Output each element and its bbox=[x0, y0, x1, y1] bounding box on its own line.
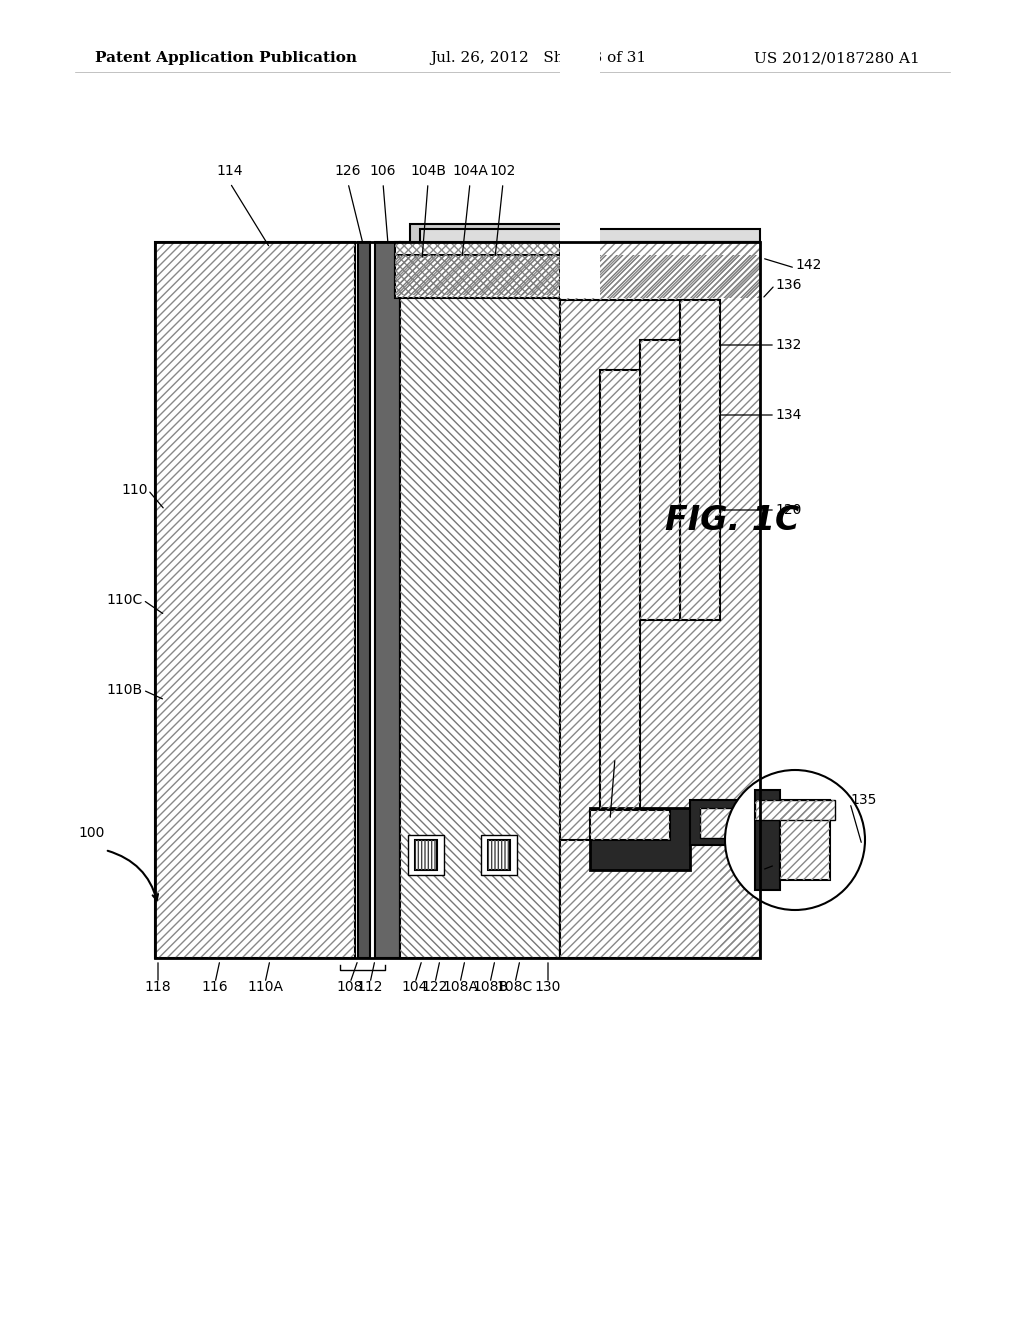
Text: 134: 134 bbox=[775, 408, 802, 422]
Text: 108C: 108C bbox=[497, 979, 534, 994]
Text: 106: 106 bbox=[370, 164, 396, 178]
Bar bbox=[375, 242, 400, 958]
Bar bbox=[410, 224, 590, 242]
Text: 136: 136 bbox=[775, 279, 802, 292]
Text: 122: 122 bbox=[422, 979, 449, 994]
Text: 114: 114 bbox=[217, 164, 244, 178]
Bar bbox=[560, 242, 760, 958]
Text: 120: 120 bbox=[775, 503, 802, 517]
Bar bbox=[755, 789, 780, 890]
Bar bbox=[590, 810, 670, 840]
Text: 104B: 104B bbox=[410, 164, 446, 178]
Bar bbox=[755, 800, 835, 820]
Bar bbox=[700, 808, 755, 838]
Text: 110B: 110B bbox=[106, 682, 143, 697]
Text: 118: 118 bbox=[144, 979, 171, 994]
Text: 100: 100 bbox=[79, 826, 105, 840]
Bar bbox=[560, 840, 760, 958]
Bar bbox=[780, 800, 830, 880]
Text: 135: 135 bbox=[850, 793, 877, 807]
Bar bbox=[560, 242, 760, 300]
Bar bbox=[488, 840, 510, 870]
Text: 110A: 110A bbox=[247, 979, 283, 994]
Bar bbox=[590, 808, 690, 870]
Text: 104A: 104A bbox=[452, 164, 488, 178]
Bar bbox=[155, 242, 355, 958]
Circle shape bbox=[725, 770, 865, 909]
Bar bbox=[600, 370, 640, 840]
Text: 108B: 108B bbox=[472, 979, 508, 994]
Bar bbox=[720, 242, 760, 958]
Text: Patent Application Publication: Patent Application Publication bbox=[95, 51, 357, 65]
Text: 108: 108 bbox=[337, 979, 364, 994]
Bar bbox=[755, 800, 835, 820]
Bar bbox=[408, 836, 444, 875]
Bar bbox=[600, 370, 640, 840]
Bar bbox=[155, 242, 760, 958]
Bar bbox=[395, 242, 560, 294]
Bar bbox=[590, 810, 670, 840]
Bar bbox=[560, 0, 600, 298]
Text: 102: 102 bbox=[489, 164, 516, 178]
Bar bbox=[560, 840, 760, 958]
Bar bbox=[395, 255, 760, 298]
Bar bbox=[680, 300, 720, 620]
Text: 116: 116 bbox=[202, 979, 228, 994]
Text: Jul. 26, 2012   Sheet 3 of 31: Jul. 26, 2012 Sheet 3 of 31 bbox=[430, 51, 646, 65]
Text: 138: 138 bbox=[615, 748, 641, 762]
Text: 132: 132 bbox=[775, 338, 802, 352]
Text: FIG. 1C: FIG. 1C bbox=[665, 503, 800, 536]
Bar bbox=[400, 242, 560, 958]
Bar bbox=[560, 242, 760, 300]
Text: US 2012/0187280 A1: US 2012/0187280 A1 bbox=[755, 51, 920, 65]
Text: 110: 110 bbox=[122, 483, 148, 498]
Bar bbox=[560, 242, 760, 958]
Text: 112: 112 bbox=[356, 979, 383, 994]
Bar bbox=[488, 840, 510, 870]
Bar bbox=[680, 300, 720, 620]
Bar bbox=[358, 242, 370, 958]
Bar bbox=[415, 840, 437, 870]
Bar bbox=[395, 255, 760, 298]
Text: 104: 104 bbox=[401, 979, 428, 994]
Bar bbox=[780, 800, 830, 880]
Text: 142: 142 bbox=[795, 257, 821, 272]
Bar bbox=[155, 242, 355, 958]
Bar bbox=[700, 808, 755, 838]
Bar bbox=[481, 836, 517, 875]
Bar bbox=[690, 800, 760, 845]
Text: 110C: 110C bbox=[106, 593, 143, 607]
Bar bbox=[420, 228, 760, 242]
Text: 130: 130 bbox=[535, 979, 561, 994]
Bar bbox=[640, 341, 680, 620]
Text: 126: 126 bbox=[335, 164, 361, 178]
Bar bbox=[640, 341, 680, 620]
Bar bbox=[415, 840, 437, 870]
Bar bbox=[720, 242, 760, 958]
Bar bbox=[395, 242, 560, 294]
Bar bbox=[400, 242, 560, 958]
Text: 108A: 108A bbox=[442, 979, 478, 994]
Text: 136: 136 bbox=[775, 858, 802, 873]
